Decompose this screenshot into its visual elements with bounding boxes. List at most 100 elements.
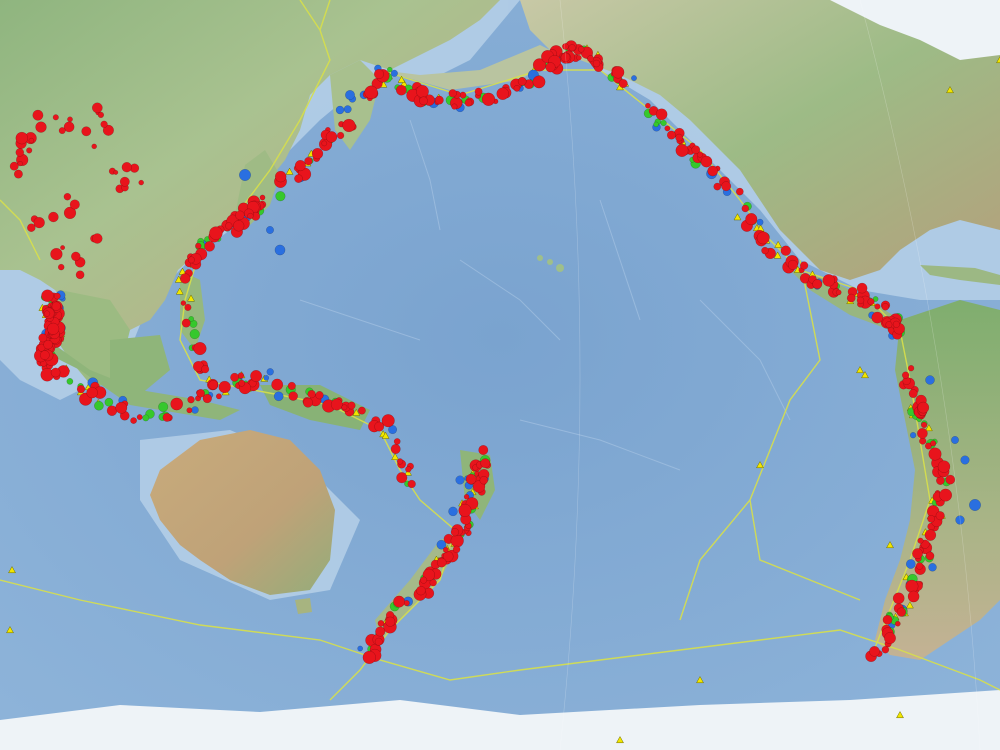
deep-earthquake-marker <box>631 75 637 82</box>
antarctica <box>0 690 1000 750</box>
volcano-marker <box>886 540 894 549</box>
volcano-marker <box>391 452 400 460</box>
shallow-earthquake-marker <box>247 212 254 220</box>
shallow-earthquake-marker <box>81 126 92 137</box>
shallow-earthquake-marker <box>917 428 928 439</box>
shallow-earthquake-marker <box>560 52 571 62</box>
shallow-earthquake-marker <box>63 192 72 201</box>
shallow-earthquake-marker <box>935 511 945 521</box>
shallow-earthquake-marker <box>882 615 893 625</box>
shallow-earthquake-marker <box>721 181 732 192</box>
shallow-earthquake-marker <box>321 140 328 147</box>
shallow-earthquake-marker <box>38 333 48 343</box>
shallow-earthquake-marker <box>40 350 50 360</box>
deep-earthquake-marker <box>390 69 398 77</box>
shallow-earthquake-marker <box>905 579 919 593</box>
shallow-earthquake-marker <box>97 111 105 119</box>
shallow-earthquake-marker <box>393 595 405 608</box>
shallow-earthquake-marker <box>187 396 195 404</box>
shallow-earthquake-marker <box>881 646 890 654</box>
shallow-earthquake-marker <box>130 417 137 424</box>
shallow-earthquake-marker <box>901 371 910 379</box>
shallow-earthquake-marker <box>450 534 464 548</box>
shallow-earthquake-marker <box>928 447 942 461</box>
shallow-earthquake-marker <box>325 131 338 143</box>
shallow-earthquake-marker <box>67 116 73 123</box>
shallow-earthquake-marker <box>48 211 59 223</box>
intermediate-earthquake-marker <box>66 378 74 385</box>
borneo <box>110 335 170 395</box>
deep-earthquake-marker <box>951 436 959 444</box>
shallow-earthquake-marker <box>26 147 33 154</box>
shallow-earthquake-marker <box>907 365 915 372</box>
intermediate-earthquake-marker <box>142 414 150 422</box>
volcano-marker <box>856 365 864 374</box>
shallow-earthquake-marker <box>225 222 233 230</box>
shallow-earthquake-marker <box>184 303 192 311</box>
shallow-earthquake-marker <box>696 151 704 158</box>
shallow-earthquake-marker <box>58 263 65 271</box>
australia <box>150 430 335 595</box>
shallow-earthquake-marker <box>91 143 97 150</box>
shallow-earthquake-marker <box>691 145 701 154</box>
shallow-earthquake-marker <box>374 421 385 432</box>
shallow-earthquake-marker <box>419 96 428 106</box>
shallow-earthquake-marker <box>50 248 63 261</box>
shallow-earthquake-marker <box>43 339 53 350</box>
shallow-earthquake-marker <box>43 310 51 317</box>
deep-earthquake-marker <box>335 105 345 115</box>
shallow-earthquake-marker <box>452 545 461 554</box>
deep-earthquake-marker <box>448 506 458 517</box>
north-america <box>520 0 1000 280</box>
shallow-earthquake-marker <box>9 161 19 171</box>
shallow-earthquake-marker <box>330 398 343 411</box>
shallow-earthquake-marker <box>939 488 952 502</box>
shallow-earthquake-marker <box>618 78 628 88</box>
shallow-earthquake-marker <box>892 592 905 605</box>
volcano-marker <box>756 460 764 469</box>
shallow-earthquake-marker <box>364 85 378 100</box>
shallow-earthquake-marker <box>578 46 585 53</box>
shallow-earthquake-marker <box>92 102 103 114</box>
deep-earthquake-marker <box>906 559 916 569</box>
shallow-earthquake-marker <box>233 220 245 232</box>
shallow-earthquake-marker <box>204 240 215 252</box>
shallow-earthquake-marker <box>945 474 956 485</box>
deep-earthquake-marker <box>266 226 274 234</box>
shallow-earthquake-marker <box>835 289 842 296</box>
shallow-earthquake-marker <box>337 131 345 140</box>
shallow-earthquake-marker <box>377 620 385 627</box>
deep-earthquake-marker <box>273 391 284 402</box>
shallow-earthquake-marker <box>707 165 719 177</box>
shallow-earthquake-marker <box>259 194 266 201</box>
deep-earthquake-marker <box>455 475 465 485</box>
shallow-earthquake-marker <box>920 421 928 429</box>
shallow-earthquake-marker <box>58 127 66 135</box>
shallow-earthquake-marker <box>927 515 935 523</box>
shallow-earthquake-marker <box>885 321 893 329</box>
intermediate-earthquake-marker <box>104 397 114 407</box>
shallow-earthquake-marker <box>442 551 454 562</box>
volcano-marker <box>8 565 16 574</box>
shallow-earthquake-marker <box>196 389 205 398</box>
volcano-marker <box>996 55 1000 64</box>
shallow-earthquake-marker <box>917 401 930 414</box>
shallow-earthquake-marker <box>465 473 477 485</box>
shallow-earthquake-marker <box>41 289 54 302</box>
deep-earthquake-marker <box>909 432 917 439</box>
shallow-earthquake-marker <box>315 391 324 400</box>
shallow-earthquake-marker <box>434 95 444 105</box>
shallow-earthquake-marker <box>60 245 65 251</box>
shallow-earthquake-marker <box>907 590 920 603</box>
shallow-earthquake-marker <box>218 380 231 394</box>
shallow-earthquake-marker <box>179 273 191 284</box>
shallow-earthquake-marker <box>812 279 823 289</box>
shallow-earthquake-marker <box>342 118 356 133</box>
shallow-earthquake-marker <box>736 187 744 196</box>
shallow-earthquake-marker <box>871 311 884 324</box>
shallow-earthquake-marker <box>592 59 601 68</box>
volcano-marker <box>6 625 14 634</box>
shallow-earthquake-marker <box>385 616 396 627</box>
